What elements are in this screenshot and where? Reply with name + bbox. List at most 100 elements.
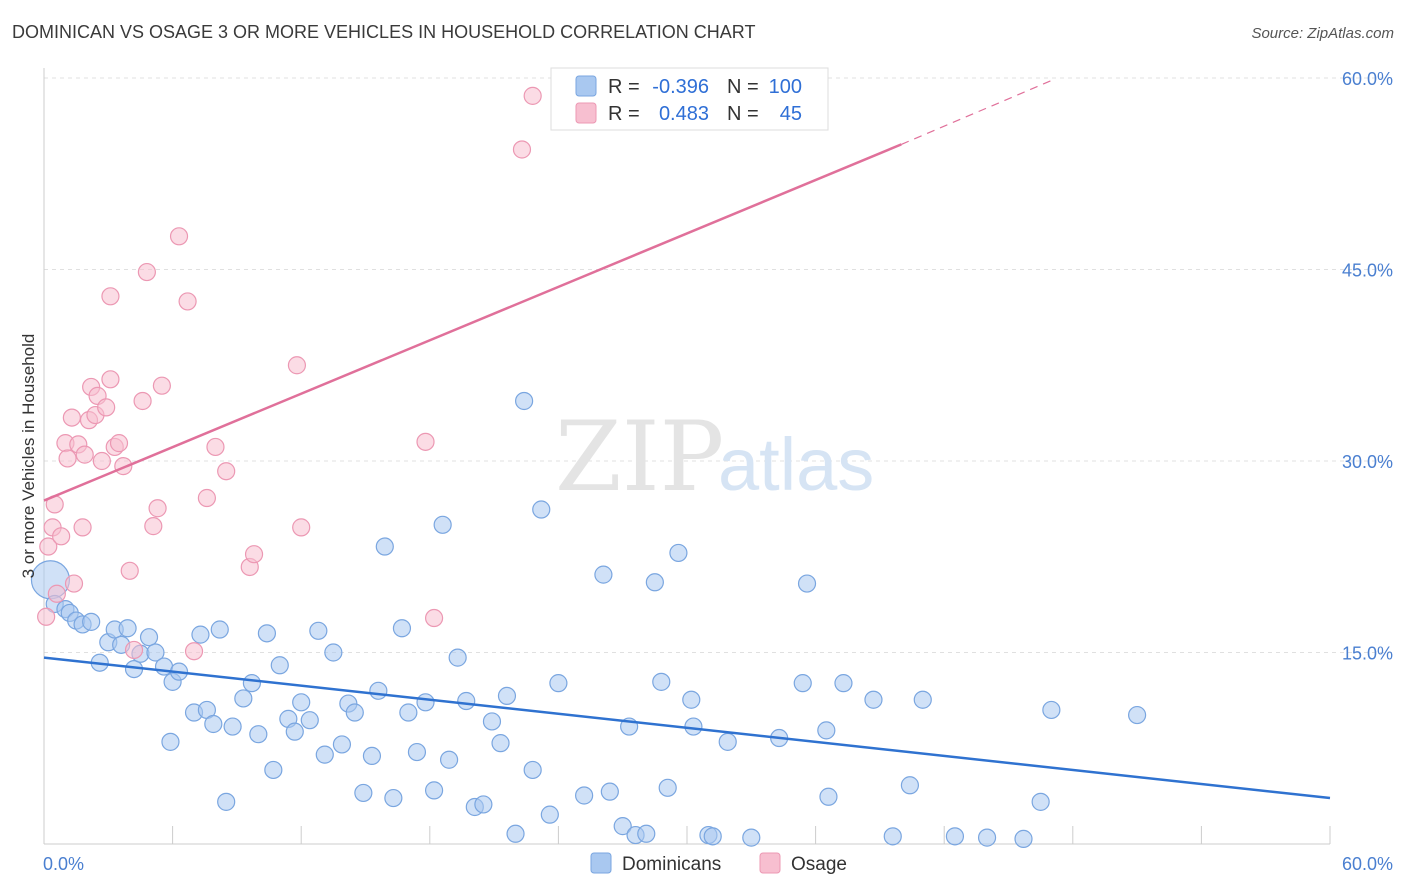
osage-trend-extension [901,80,1052,145]
dominicans-point [161,732,180,751]
osage-point [152,376,171,395]
dominicans-point [369,681,388,700]
dominicans-point [669,543,688,563]
dominicans-point [515,391,534,411]
gridlines [44,77,1392,653]
dominicans-point [345,703,364,722]
osage-point [52,527,71,546]
legend-n-label: N = [727,76,759,98]
dominicans-point [384,788,403,808]
legend-n-value: 100 [769,76,802,98]
osage-point [64,574,84,593]
legend-r-value: -0.396 [652,76,709,98]
dominicans-point [652,672,671,691]
dominicans-point [945,827,965,846]
osage-point [148,499,167,518]
dominicans-point [819,787,838,806]
dominicans-point [118,619,137,638]
dominicans-point [139,628,159,647]
dominicans-point [817,721,836,740]
dominicans-point [292,693,311,712]
dominicans-point [332,735,352,754]
osage-point [178,292,197,311]
legend-swatch-osage [575,102,597,124]
dominicans-point [703,827,722,846]
dominicans-point [191,625,210,644]
legend-r-value: 0.483 [659,103,709,125]
osage-point [73,518,92,537]
bottom-legend-swatch-dominicans [590,852,612,874]
dominicans-point [682,690,701,709]
dominicans-point [1014,829,1033,848]
osage-point [120,561,139,580]
osage-point [92,451,111,471]
osage-trend-line [43,143,902,502]
osage-point [101,287,120,306]
dominicans-point [834,674,853,693]
legend-swatch-dominicans [575,75,597,97]
osage-point [197,488,216,508]
dominicans-point [210,620,229,639]
watermark: ZIP atlas [555,401,874,513]
osage-point [244,545,264,564]
dominicans-point [1042,700,1061,720]
dominicans-point [270,656,289,675]
bottom-legend-osage: Osage [791,854,847,875]
top-legend: R = -0.396 N = 100 R = 0.483 N = 45 [550,67,829,131]
y-axis-title: 3 or more Vehicles in Household [19,334,38,579]
legend-r-label: R = [608,103,640,125]
dominicans-point [146,643,165,662]
dominicans-point [82,612,101,631]
dominicans-point [742,828,761,847]
dominicans-point [416,693,435,712]
legend-box [550,67,829,131]
osage-point [62,408,81,427]
dominicans-trend-line [43,656,1331,800]
axes [43,68,1331,845]
dominicans-point [354,783,373,803]
dominicans-point [249,725,268,744]
osage-point [287,356,307,375]
bottom-legend-swatch-osage [759,852,781,874]
dominicans-point [223,717,242,736]
dominicans-point [900,776,920,795]
osage-points [37,86,542,661]
dominicans-point [718,732,737,751]
dominicans-point [362,746,382,766]
dominicans-point [684,717,703,736]
osage-point [292,518,311,537]
dominicans-point [497,686,517,706]
dominicans-point [600,782,619,801]
dominicans-point [315,745,334,764]
dominicans-point [309,621,328,640]
y-tick-label: 15.0% [1342,644,1393,664]
bottom-legend: Dominicans Osage [590,852,847,875]
osage-point [523,86,542,105]
osage-point [58,449,77,468]
legend-n-value: 45 [780,103,802,125]
osage-point [109,434,129,453]
bottom-legend-dominicans: Dominicans [622,854,721,875]
osage-point [169,227,189,246]
dominicans-point [793,674,812,693]
legend-r-label: R = [608,76,640,98]
dominicans-point [523,760,542,780]
dominicans-point [234,689,253,708]
osage-point [101,370,120,389]
x-tick-label: 0.0% [43,854,84,874]
dominicans-point [1031,792,1050,811]
dominicans-point [433,515,452,534]
trend-lines [43,80,1331,800]
tick-labels: 15.0% 30.0% 45.0% 60.0% 0.0% 60.0% [43,69,1393,874]
dominicans-point [491,734,510,753]
x-tick-label: 60.0% [1342,854,1393,874]
y-tick-label: 60.0% [1342,69,1393,89]
osage-point [133,391,152,411]
dominicans-point [594,565,613,584]
dominicans-point [300,711,319,730]
dominicans-point [448,648,467,667]
osage-point [137,262,156,282]
dominicans-point [613,817,632,836]
dominicans-point [864,690,883,709]
osage-point [75,445,94,464]
